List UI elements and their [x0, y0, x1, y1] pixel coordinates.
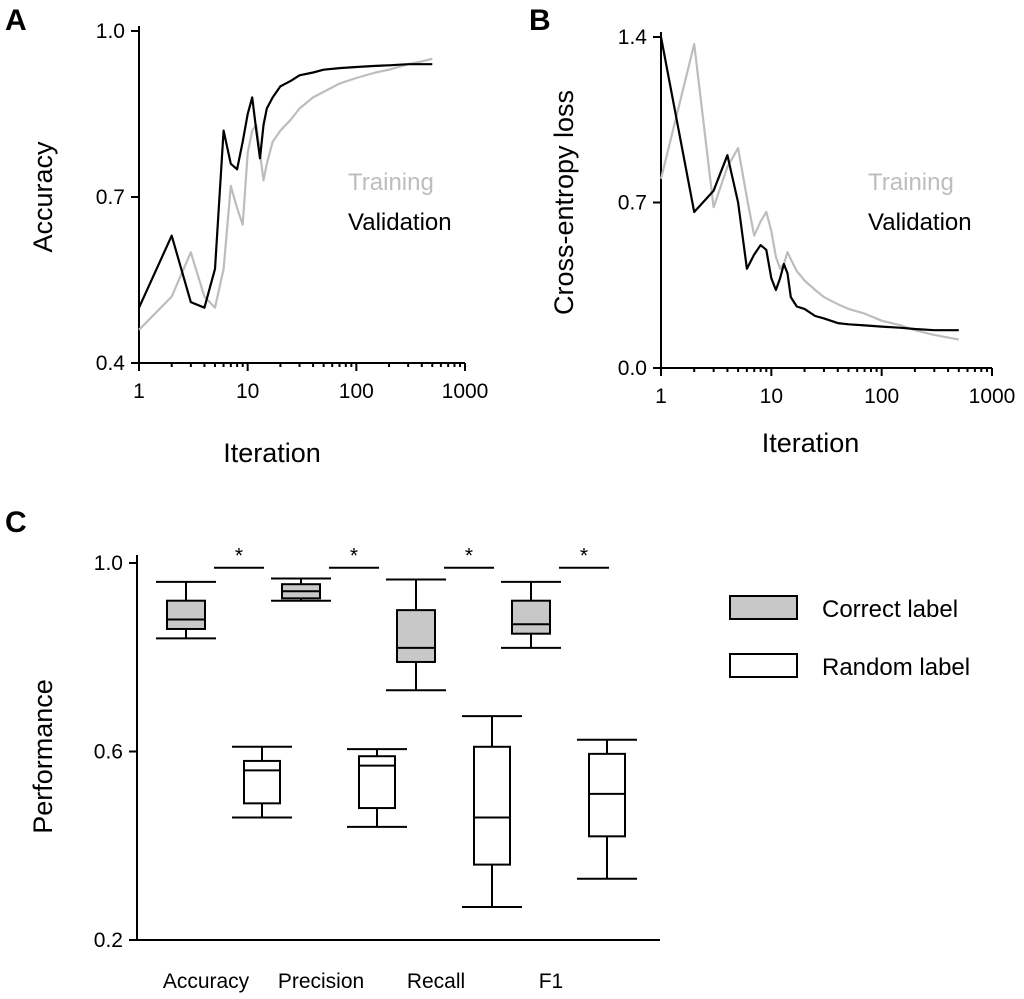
y-tick-label: 1.0: [94, 552, 123, 575]
y-axis-label: Cross-entropy loss: [549, 90, 579, 315]
box-random: [588, 752, 626, 838]
x-axis-label: Iteration: [762, 428, 860, 458]
y-tick-label: 0.7: [618, 192, 647, 215]
panel-a: A 1 10 100 1000 0.4 0.7 1.0 Iteration Accuracy Tra…: [5, 4, 488, 468]
x-axis-label: Iteration: [223, 438, 321, 468]
x-tick-label: 10: [760, 385, 783, 408]
x-tick-label: Accuracy: [163, 970, 250, 993]
x-tick-label: 10: [236, 380, 259, 403]
box-random: [473, 745, 511, 866]
legend-validation: Validation: [348, 209, 452, 236]
y-tick-label: 0.6: [94, 741, 123, 764]
x-tick-label: Recall: [407, 970, 465, 993]
legend-random-label-swatch: [729, 653, 798, 678]
box-correct: [396, 609, 436, 663]
significance-marker: *: [350, 545, 358, 568]
legend-correct-label: Correct label: [822, 596, 958, 623]
series-line-training: [659, 42, 960, 341]
x-tick-label: 100: [864, 385, 899, 408]
significance-marker: *: [465, 545, 473, 568]
x-tick-label: Precision: [278, 970, 364, 993]
legend-correct-label-swatch: [729, 595, 798, 620]
y-tick-label: 0.0: [618, 357, 647, 380]
panel-b: B 1 10 100 1000 0.0 0.7 1.4 Iteration Cross-entro…: [529, 4, 1015, 458]
panel-c: C 0.2 0.6 1.0 Performance Accuracy * Precision *…: [5, 506, 970, 993]
panel-letter: B: [529, 4, 551, 37]
x-tick-label: F1: [539, 970, 564, 993]
box-random: [358, 755, 396, 810]
significance-marker: *: [235, 545, 243, 568]
y-tick-label: 0.2: [94, 929, 123, 952]
series-line-validation: [659, 36, 959, 332]
legend-training: Training: [868, 169, 954, 196]
x-tick-label: 1: [133, 380, 145, 403]
legend-training: Training: [348, 169, 434, 196]
significance-marker: *: [580, 545, 588, 568]
box-correct: [166, 599, 206, 630]
x-tick-label: 1: [655, 385, 667, 408]
series-line-training: [138, 57, 433, 331]
y-axis-label: Accuracy: [28, 141, 58, 253]
panel-letter: A: [5, 4, 27, 37]
series-line-validation: [137, 63, 433, 309]
panel-letter: C: [5, 506, 27, 539]
x-tick-label: 1000: [442, 380, 489, 403]
x-tick-label: 100: [339, 380, 374, 403]
x-tick-label: 1000: [969, 385, 1016, 408]
y-tick-label: 0.4: [96, 352, 126, 375]
y-axis-label: Performance: [28, 679, 58, 834]
y-tick-label: 1.0: [96, 20, 125, 43]
box-random: [243, 759, 281, 805]
legend-validation: Validation: [868, 209, 972, 236]
legend-random-label: Random label: [822, 654, 970, 681]
y-tick-label: 0.7: [96, 186, 125, 209]
y-tick-label: 1.4: [618, 26, 648, 49]
box-correct: [511, 599, 551, 635]
